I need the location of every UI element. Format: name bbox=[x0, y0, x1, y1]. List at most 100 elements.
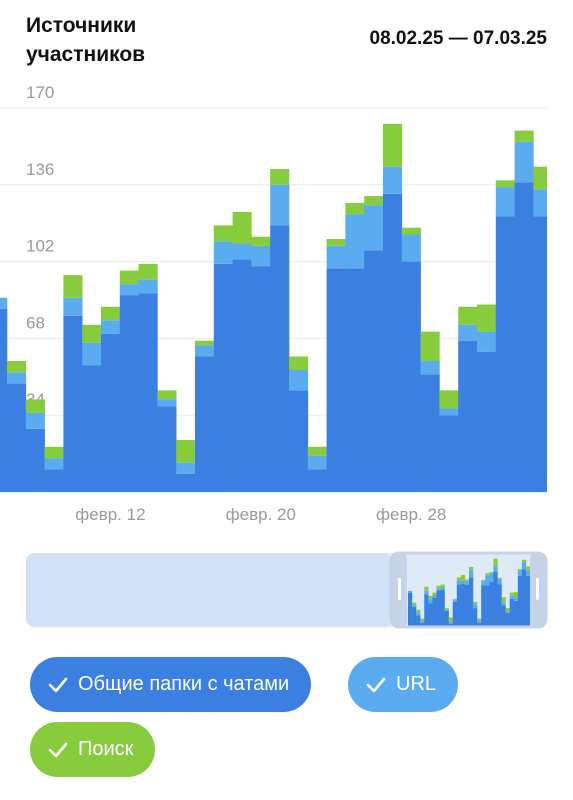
mini-bar-segment bbox=[505, 612, 510, 627]
y-tick-label: 68 bbox=[26, 313, 45, 332]
legend-label: Поиск bbox=[78, 738, 134, 760]
mini-bar-segment bbox=[513, 597, 518, 601]
mini-bar-segment bbox=[464, 579, 470, 582]
mini-bar-segment bbox=[477, 620, 482, 623]
bar-segment bbox=[477, 331, 497, 352]
mini-bar-segment bbox=[444, 608, 449, 610]
legend-chip[interactable]: Общие папки с чатами bbox=[30, 657, 312, 712]
bar-segment bbox=[270, 168, 290, 185]
bar-segment bbox=[289, 356, 309, 371]
bar-segment bbox=[345, 214, 365, 269]
bar-segment bbox=[477, 304, 497, 332]
mini-bar-segment bbox=[412, 606, 417, 627]
mini-bar-segment bbox=[416, 615, 421, 627]
mini-bar-segment bbox=[497, 584, 502, 627]
bar-segment bbox=[326, 268, 346, 492]
mini-bar-segment bbox=[477, 618, 482, 621]
legend-label: URL bbox=[396, 673, 437, 695]
legend-label: Общие папки с чатами bbox=[78, 673, 290, 695]
mini-bar-segment bbox=[525, 566, 531, 571]
mini-bar-segment bbox=[505, 611, 510, 613]
mini-bar-segment bbox=[493, 571, 498, 627]
bar-segment bbox=[0, 297, 8, 310]
mini-bar-segment bbox=[481, 581, 486, 586]
bar-segment bbox=[119, 284, 139, 296]
mini-bar-segment bbox=[489, 582, 494, 627]
mini-bar-segment bbox=[424, 590, 429, 595]
mini-bar-segment bbox=[448, 617, 453, 622]
bar-segment bbox=[25, 428, 45, 492]
bar-segment bbox=[270, 225, 290, 493]
mini-bar-segment bbox=[444, 611, 449, 627]
bar-segment bbox=[195, 356, 215, 492]
bar-segment bbox=[157, 406, 177, 492]
mini-bar-segment bbox=[473, 608, 478, 627]
bar-segment bbox=[138, 293, 158, 492]
mini-bar-segment bbox=[481, 585, 486, 627]
bar-segment bbox=[514, 141, 534, 183]
mini-bar-segment bbox=[513, 592, 518, 598]
y-tick-label: 170 bbox=[26, 83, 54, 102]
y-tick-label: 102 bbox=[26, 237, 54, 256]
bar-segment bbox=[176, 462, 196, 474]
bar-segment bbox=[307, 446, 327, 456]
bar-segment bbox=[138, 263, 158, 280]
bar-segment bbox=[138, 279, 158, 294]
mini-bar-segment bbox=[501, 602, 506, 606]
bar-segment bbox=[458, 324, 478, 341]
bar-segment bbox=[270, 184, 290, 226]
bar-segment bbox=[533, 166, 547, 190]
bar-segment bbox=[101, 333, 121, 492]
bar-segment bbox=[44, 446, 64, 459]
mini-bar-segment bbox=[436, 590, 441, 627]
check-icon bbox=[48, 677, 68, 692]
navigator-shade bbox=[26, 553, 391, 627]
mini-bar-segment bbox=[456, 580, 462, 585]
mini-bar-segment bbox=[505, 608, 510, 612]
bar-segment bbox=[514, 130, 534, 142]
bar-segment bbox=[82, 365, 102, 492]
bar-segment bbox=[7, 383, 27, 492]
bar-segment bbox=[251, 236, 271, 246]
bar-segment bbox=[289, 370, 309, 391]
check-icon bbox=[366, 677, 386, 692]
legend-chip[interactable]: Поиск bbox=[30, 722, 156, 777]
mini-bar-segment bbox=[493, 558, 498, 567]
handle-grip bbox=[398, 578, 401, 600]
mini-bar-segment bbox=[428, 603, 433, 627]
mini-bar-segment bbox=[416, 609, 421, 613]
mini-bar-segment bbox=[509, 595, 514, 599]
bar-segment bbox=[82, 342, 102, 366]
bar-segment bbox=[401, 261, 421, 492]
mini-bar-segment bbox=[460, 583, 466, 627]
mini-bar-segment bbox=[420, 618, 425, 621]
bar-segment bbox=[119, 295, 139, 492]
mini-bar-segment bbox=[521, 569, 527, 627]
mini-bar-segment bbox=[432, 597, 437, 627]
mini-bar-segment bbox=[521, 561, 527, 570]
mini-bar-segment bbox=[416, 612, 421, 616]
bar-segment bbox=[44, 469, 64, 492]
mini-bar-segment bbox=[428, 595, 433, 600]
mini-bar-segment bbox=[513, 600, 518, 627]
mini-bar-segment bbox=[481, 579, 486, 582]
bar-segment bbox=[157, 390, 177, 400]
bar-segment bbox=[495, 187, 515, 217]
bar-segment bbox=[176, 440, 196, 463]
bar-segment bbox=[495, 180, 515, 188]
bar-segment bbox=[44, 458, 64, 470]
mini-bar-segment bbox=[501, 597, 506, 603]
mini-bar-segment bbox=[469, 566, 474, 570]
mini-bar-segment bbox=[525, 570, 531, 576]
legend-chip[interactable]: URL bbox=[348, 657, 459, 712]
mini-bar-segment bbox=[489, 573, 494, 583]
bar-segment bbox=[176, 473, 196, 492]
chart-title: Источники участников bbox=[26, 14, 146, 66]
bar-segment bbox=[345, 202, 365, 215]
mini-bar-segment bbox=[448, 623, 453, 627]
bar-segment bbox=[251, 266, 271, 492]
bar-segment bbox=[420, 374, 440, 492]
bar-segment bbox=[63, 315, 83, 492]
